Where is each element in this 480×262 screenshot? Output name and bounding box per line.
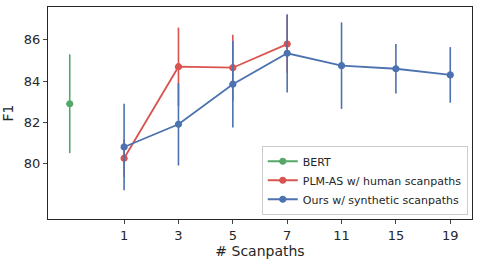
svg-text:80: 80 (24, 156, 41, 171)
svg-text:F1: F1 (0, 105, 16, 122)
svg-text:86: 86 (24, 32, 41, 47)
svg-text:Ours w/ synthetic scanpaths: Ours w/ synthetic scanpaths (303, 194, 459, 207)
svg-text:84: 84 (24, 74, 41, 89)
svg-text:3: 3 (174, 228, 182, 243)
svg-text:BERT: BERT (303, 156, 331, 169)
svg-text:5: 5 (229, 228, 237, 243)
svg-text:PLM-AS w/ human scanpaths: PLM-AS w/ human scanpaths (303, 175, 462, 188)
svg-text:1: 1 (120, 228, 128, 243)
svg-text:11: 11 (333, 228, 350, 243)
svg-text:82: 82 (24, 115, 41, 130)
svg-text:19: 19 (442, 228, 459, 243)
svg-text:7: 7 (283, 228, 291, 243)
svg-text:# Scanpaths: # Scanpaths (215, 243, 304, 259)
svg-text:15: 15 (388, 228, 405, 243)
